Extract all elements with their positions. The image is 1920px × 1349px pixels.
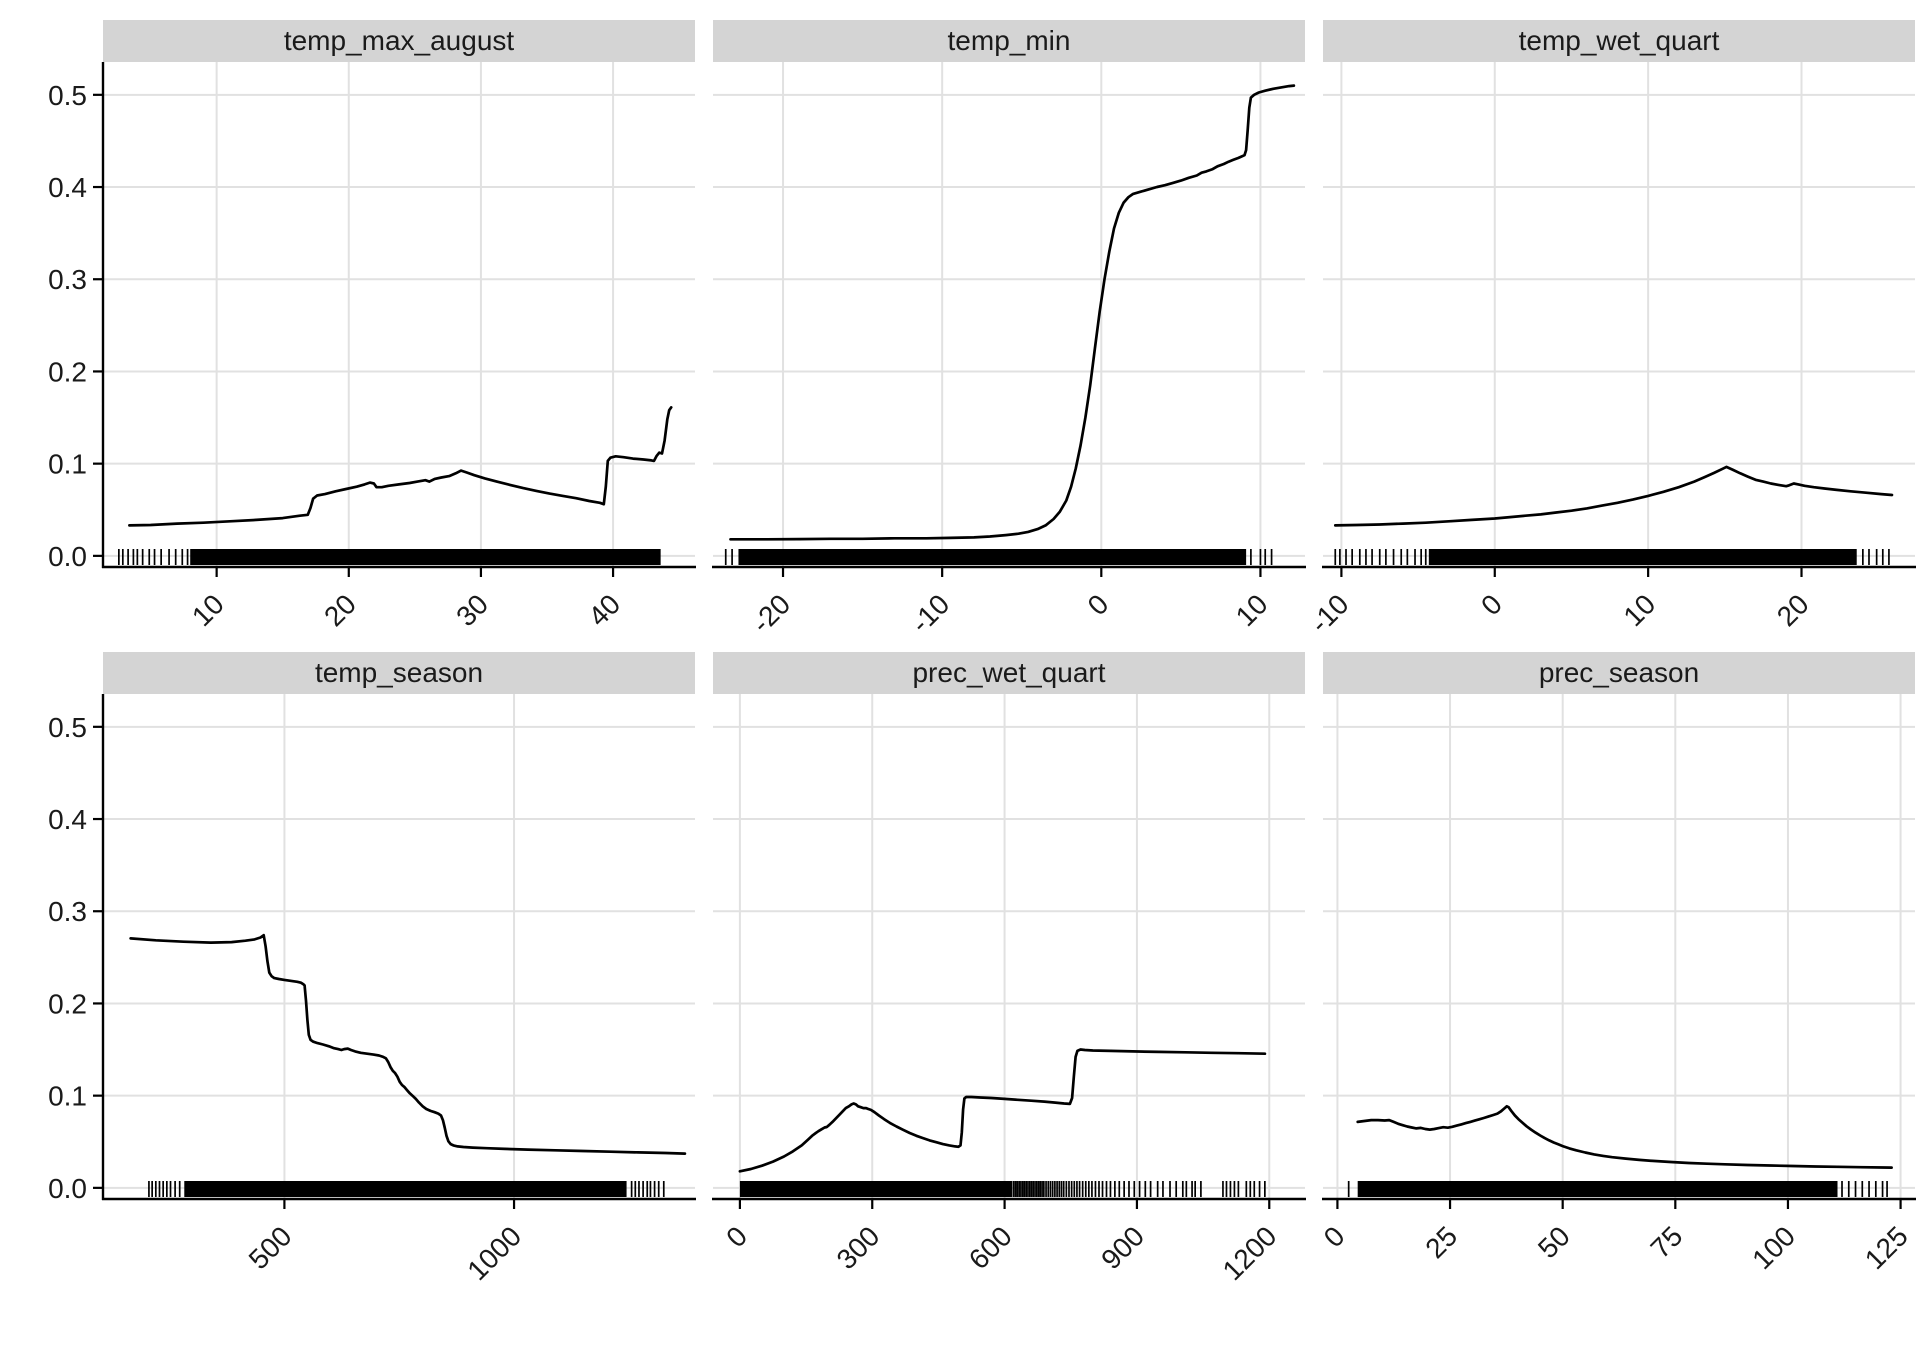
- facet-strip: [713, 20, 1305, 62]
- x-tick-label: -10: [1304, 588, 1355, 639]
- y-tick-label: 0.4: [48, 172, 87, 203]
- x-tick-label: 30: [450, 588, 494, 632]
- facet-strip-label: prec_wet_quart: [912, 657, 1105, 688]
- density-line: [729, 84, 1296, 541]
- facet-temp_season: 500 1000 0.0 0.1 0.2 0.3 0.4 0.5 temp_season: [48, 652, 696, 1286]
- rug-band: [1357, 1181, 1838, 1197]
- y-tick-label: 0.0: [48, 541, 87, 572]
- x-tick-label: 75: [1645, 1220, 1689, 1264]
- x-tick-label: 900: [1095, 1220, 1150, 1275]
- x-tick-label: 500: [243, 1220, 298, 1275]
- x-tick-label: 300: [831, 1220, 886, 1275]
- rug-band: [190, 549, 661, 565]
- y-tick-label: 0.2: [48, 988, 87, 1019]
- facet-temp_min: -20 -10 0 10 temp_min: [712, 20, 1306, 639]
- y-tick-label: 0.5: [48, 80, 87, 111]
- x-tick-label: 1000: [461, 1220, 527, 1286]
- facet-strip-label: prec_season: [1539, 657, 1699, 688]
- x-tick-label: 125: [1859, 1220, 1914, 1275]
- facet-temp_max_august: 10 20 30 40 0.0 0.1 0.2 0.3 0.4 0.5 temp_max_augus…: [48, 20, 696, 632]
- y-tick-label: 0.5: [48, 712, 87, 743]
- facet-prec_wet_quart: 0 300 600 900 1200 prec_wet_quart: [712, 652, 1306, 1286]
- y-tick-label: 0.3: [48, 264, 87, 295]
- y-tick-label: 0.2: [48, 356, 87, 387]
- y-tick-label: 0.1: [48, 1081, 87, 1112]
- facet-strip: [1323, 652, 1915, 694]
- y-tick-label: 0.3: [48, 896, 87, 927]
- x-tick-label: 10: [1230, 588, 1274, 632]
- panel-background: [103, 62, 695, 566]
- y-tick-label: 0.0: [48, 1173, 87, 1204]
- x-tick-label: 600: [963, 1220, 1018, 1275]
- density-line: [738, 1048, 1267, 1173]
- x-tick-label: 1200: [1217, 1220, 1283, 1286]
- x-tick-label: 40: [582, 588, 626, 632]
- rug-band: [738, 549, 1247, 565]
- panel-background: [1323, 694, 1915, 1198]
- facet-strip-label: temp_wet_quart: [1519, 25, 1720, 56]
- panel-background: [713, 694, 1305, 1198]
- facet-strip-label: temp_min: [948, 25, 1071, 56]
- facet-prec_season: 0 25 50 75 100 125 prec_season: [1318, 652, 1916, 1275]
- x-tick-label: 10: [1617, 588, 1661, 632]
- facet-strip: [103, 20, 695, 62]
- x-tick-label: 20: [1771, 588, 1815, 632]
- panel-background: [1323, 62, 1915, 566]
- rug-band: [739, 1181, 1013, 1197]
- x-tick-label: 25: [1419, 1220, 1463, 1264]
- facet-strip-label: temp_max_august: [284, 25, 515, 56]
- panel-background: [103, 694, 695, 1198]
- density-line: [128, 406, 673, 527]
- x-tick-label: 0: [1318, 1220, 1351, 1253]
- y-tick-label: 0.1: [48, 449, 87, 480]
- panel-background: [713, 62, 1305, 566]
- x-tick-label: 50: [1532, 1220, 1576, 1264]
- facet-strip: [1323, 20, 1915, 62]
- density-line: [1356, 1104, 1893, 1169]
- x-tick-label: 10: [186, 588, 230, 632]
- x-tick-label: 0: [720, 1220, 753, 1253]
- x-tick-label: 0: [1082, 588, 1115, 621]
- facet-strip: [713, 652, 1305, 694]
- x-tick-label: 20: [318, 588, 362, 632]
- rug-band: [184, 1181, 627, 1197]
- x-tick-label: -10: [905, 588, 956, 639]
- x-tick-label: -20: [746, 588, 797, 639]
- rug-band: [1428, 549, 1857, 565]
- facet-temp_wet_quart: -10 0 10 20 temp_wet_quart: [1304, 20, 1916, 639]
- x-tick-label: 100: [1746, 1220, 1801, 1275]
- x-tick-label: 0: [1475, 588, 1508, 621]
- facet-strip: [103, 652, 695, 694]
- y-tick-label: 0.4: [48, 804, 87, 835]
- density-line: [1333, 465, 1894, 527]
- facet-strip-label: temp_season: [315, 657, 483, 688]
- density-line: [129, 933, 687, 1155]
